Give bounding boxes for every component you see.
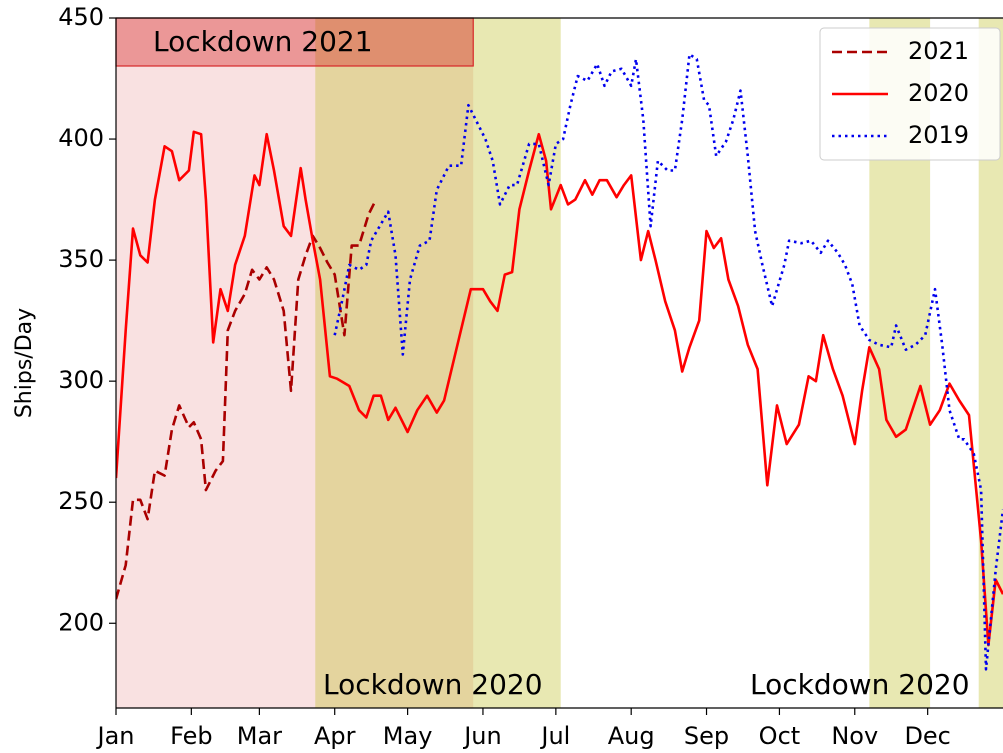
lockdown-header <box>115 17 474 67</box>
x-tick-label: Jul <box>539 722 570 750</box>
x-tick-label: Aug <box>608 722 655 750</box>
y-axis-label: Ships/Day <box>12 308 37 418</box>
legend-label: 2020 <box>908 79 969 107</box>
annotation: Lockdown 2021 <box>153 25 373 58</box>
x-tick-label: Sep <box>684 722 729 750</box>
legend: 2021 2020 2019 <box>819 27 1001 161</box>
x-tick-label: Mar <box>237 722 282 750</box>
annotation: Lockdown 2020 <box>750 668 970 701</box>
legend-label: 2021 <box>908 37 969 65</box>
y-tick-label: 450 <box>58 3 104 31</box>
x-tick-label: Nov <box>831 722 878 750</box>
y-tick-label: 350 <box>58 245 104 273</box>
lockdown-region <box>116 18 474 708</box>
legend-box <box>819 27 1001 161</box>
y-tick-label: 250 <box>58 487 104 515</box>
y-tick-label: 200 <box>58 608 104 636</box>
legend-label: 2019 <box>908 121 969 149</box>
x-tick-label: Jun <box>462 722 502 750</box>
annotation: Lockdown 2020 <box>323 668 543 701</box>
y-tick-label: 400 <box>58 124 104 152</box>
y-tick-label: 300 <box>58 366 104 394</box>
x-tick-label: May <box>383 722 433 750</box>
x-tick-label: Feb <box>170 722 213 750</box>
series-line <box>116 199 378 600</box>
x-tick-label: Apr <box>314 722 356 750</box>
x-tick-label: Dec <box>904 722 950 750</box>
lines <box>116 53 1003 671</box>
x-tick-label: Jan <box>96 722 135 750</box>
lockdown-region <box>315 18 561 708</box>
x-tick-label: Oct <box>759 722 801 750</box>
